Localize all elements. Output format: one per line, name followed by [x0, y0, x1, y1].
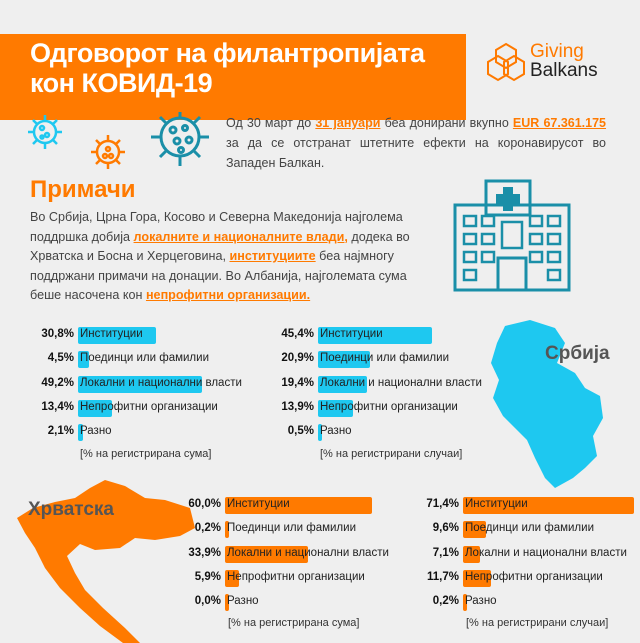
serbia-label: Србија: [545, 343, 610, 364]
bar-category-label: Институции: [320, 328, 383, 340]
bar-value-label: 0,2%: [432, 595, 459, 608]
bar-category-label: Разно: [80, 425, 112, 438]
para-highlight: локалните и националните влади,: [133, 229, 348, 244]
bar: [463, 521, 487, 539]
bar-category-label: Непрофитни организации: [320, 400, 458, 413]
bar-value-label: 30,8%: [41, 328, 74, 340]
giving-balkans-logo: [487, 42, 525, 82]
bar-value-label: 5,9%: [194, 570, 221, 583]
bar-category-label: Локални и национални власти: [227, 546, 389, 559]
bar: [318, 351, 371, 369]
bar: [225, 545, 309, 563]
intro-part: Од 30 март до: [226, 116, 316, 130]
logo-text: Giving Balkans: [530, 42, 598, 80]
bar-value-label: 13,4%: [41, 400, 74, 413]
para-part: Во Србија, Црна Гора, Косово и Северна М…: [30, 210, 403, 244]
hospital-icon: [453, 179, 571, 292]
title-line-1: Одговорот на филантропијата: [30, 38, 425, 68]
bar-value-label: 19,4%: [281, 376, 314, 389]
bar-category-label: Локални и национални власти: [320, 376, 482, 389]
bar-value-label: 7,1%: [432, 546, 459, 559]
intro-part: беа донирани вкупно: [380, 116, 513, 130]
recipients-paragraph: Во Србија, Црна Гора, Косово и Северна М…: [30, 208, 430, 306]
logo-line-1: Giving: [530, 41, 584, 62]
bar-value-label: 11,7%: [427, 570, 459, 583]
serbia-map: [491, 320, 603, 488]
bar-category-label: Непрофитни организации: [465, 570, 603, 583]
recipients-heading: Примачи: [30, 176, 136, 203]
para-highlight: непрофитни организации.: [145, 288, 311, 302]
bar: [318, 424, 322, 442]
chart-note: [% на регистрирана сума]: [228, 617, 360, 629]
bar-value-label: 20,9%: [281, 352, 314, 365]
bar: [225, 594, 229, 612]
bar-value-label: 2,1%: [47, 425, 74, 438]
bar-value-label: 9,6%: [432, 522, 459, 535]
bar-value-label: 33,9%: [188, 546, 221, 559]
bar-category-label: Поединци или фамилии: [80, 352, 209, 365]
bar: [78, 424, 84, 442]
para-highlight: институциите: [229, 249, 316, 263]
bar-category-label: Поединци или фамилии: [227, 522, 356, 535]
croatia-map: [17, 480, 195, 643]
para-part: додека во Хрватска и Босна и Херцеговина…: [30, 229, 410, 264]
intro-part: за да се отстранат штетните ефекти на ко…: [226, 136, 606, 170]
bar-category-label: Локални и национални власти: [80, 376, 242, 389]
bar: [318, 327, 432, 344]
croatia-label: Хрватска: [28, 499, 114, 520]
bar-value-label: 0,0%: [194, 595, 221, 608]
chart-note: [% на регистрирана сума]: [80, 448, 212, 460]
bar: [463, 497, 635, 514]
bar: [78, 399, 112, 417]
page-title: Одговорот на филантропијата кон КОВИД-19: [30, 38, 425, 98]
bar: [78, 327, 156, 344]
bar: [463, 569, 492, 587]
bar-value-label: 60,0%: [188, 498, 221, 510]
chart-note: [% на регистрирани случаи]: [466, 617, 609, 629]
bar-category-label: Локални и национални власти: [465, 546, 627, 559]
bar-value-label: 4,5%: [47, 352, 74, 365]
bar-category-label: Непрофитни организации: [227, 570, 365, 583]
bar: [78, 351, 90, 369]
intro-text: Од 30 март до 31 јануари беа донирани вк…: [226, 113, 606, 173]
bar-category-label: Разно: [320, 425, 352, 438]
bar: [225, 497, 372, 514]
virus-icon: [151, 112, 209, 166]
bar: [225, 569, 240, 587]
logo-line-2: Balkans: [530, 60, 598, 81]
intro-amount-highlight: EUR 67.361.175: [512, 116, 607, 130]
bar-category-label: Институции: [227, 498, 290, 510]
intro-date-highlight: 31 јануари: [315, 116, 381, 130]
bar: [318, 399, 353, 417]
bar: [225, 521, 229, 539]
bar-category-label: Поединци или фамилии: [465, 522, 594, 535]
bar-category-label: Поединци или фамилии: [320, 352, 449, 365]
bar: [78, 375, 202, 393]
bar-category-label: Разно: [227, 595, 259, 608]
virus-icon: [91, 135, 125, 169]
bar-value-label: 0,2%: [194, 522, 221, 535]
virus-icons: [28, 112, 209, 169]
virus-icon: [28, 115, 62, 149]
chart-note: [% на регистрирани случаи]: [320, 448, 463, 460]
bar: [318, 375, 367, 393]
bar-category-label: Разно: [465, 595, 497, 608]
bar-value-label: 45,4%: [281, 328, 314, 340]
bar-value-label: 49,2%: [41, 376, 74, 389]
bar-category-label: Институции: [465, 498, 528, 510]
bar-category-label: Непрофитни организации: [80, 400, 218, 413]
bar-category-label: Институции: [80, 328, 143, 340]
bar-value-label: 71,4%: [426, 498, 459, 510]
bar-value-label: 13,9%: [281, 400, 314, 413]
para-part: беа најмногу поддржани примачи на донаци…: [30, 249, 407, 302]
header-banner: [0, 34, 466, 120]
title-line-2: кон КОВИД-19: [30, 68, 213, 98]
bar-value-label: 0,5%: [287, 425, 314, 438]
bar: [463, 594, 467, 612]
bar: [463, 545, 481, 563]
